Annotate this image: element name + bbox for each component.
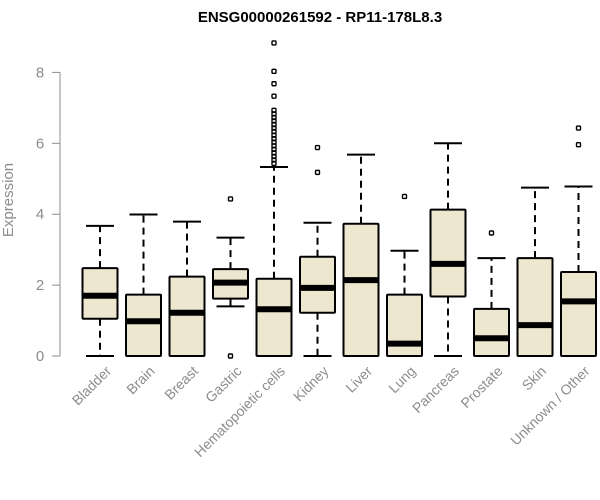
outlier-point xyxy=(401,193,408,200)
x-tick-label: Pancreas xyxy=(409,363,462,416)
y-tick-label: 4 xyxy=(36,206,44,223)
box-group xyxy=(429,142,467,357)
box-group xyxy=(516,186,554,357)
box xyxy=(516,257,554,357)
box-group xyxy=(168,220,206,358)
box xyxy=(125,293,162,358)
outlier-point xyxy=(575,142,582,148)
box-group xyxy=(299,144,336,357)
box-group xyxy=(560,125,597,357)
outlier-point xyxy=(271,81,277,87)
box xyxy=(386,293,423,358)
outlier-point xyxy=(271,107,277,114)
boxes xyxy=(81,40,597,359)
box-group xyxy=(473,230,510,357)
box-group xyxy=(386,193,423,358)
box xyxy=(473,307,510,357)
box xyxy=(560,270,597,357)
outlier-point xyxy=(314,144,321,151)
outlier-point xyxy=(227,196,234,202)
outlier-point xyxy=(314,169,321,176)
outlier-point xyxy=(271,93,277,99)
outlier-point xyxy=(575,125,582,131)
y-axis-label: Expression xyxy=(0,163,17,237)
x-tick-label: Breast xyxy=(161,363,201,403)
outlier-point xyxy=(271,40,277,46)
box-group xyxy=(125,213,162,358)
box xyxy=(299,255,336,314)
y-tick-label: 0 xyxy=(36,348,44,365)
box xyxy=(429,208,467,298)
y-axis: 0 2 4 6 8 xyxy=(36,64,61,365)
outlier-point xyxy=(227,353,234,359)
chart-title: ENSG00000261592 - RP11-178L8.3 xyxy=(198,9,442,26)
outlier-point xyxy=(271,68,277,75)
box xyxy=(342,222,380,357)
x-tick-label: Gastric xyxy=(202,363,245,406)
box xyxy=(255,277,293,357)
x-tick-label: Liver xyxy=(342,363,375,396)
box-group xyxy=(212,196,249,359)
box-group xyxy=(255,40,293,357)
box-group xyxy=(342,153,380,357)
x-tick-label: Unknown / Other xyxy=(507,363,593,449)
x-tick-label: Bladder xyxy=(69,363,115,409)
x-tick-label: Lung xyxy=(385,363,418,396)
x-tick-label: Kidney xyxy=(290,363,332,405)
y-tick-label: 6 xyxy=(36,135,44,152)
x-tick-label: Brain xyxy=(123,363,157,397)
x-tick-label: Skin xyxy=(519,363,550,394)
y-tick-label: 8 xyxy=(36,64,44,81)
outlier-point xyxy=(488,230,495,236)
y-tick-label: 2 xyxy=(36,277,44,294)
box xyxy=(168,275,206,358)
box-group xyxy=(81,224,119,357)
x-tick-label: Prostate xyxy=(457,363,505,411)
